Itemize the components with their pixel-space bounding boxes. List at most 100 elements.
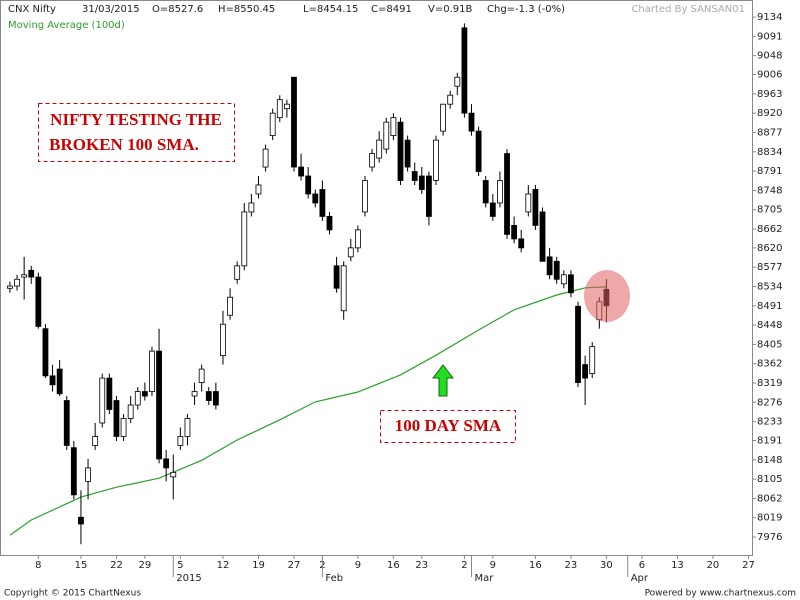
y-tick-label: 8877 bbox=[757, 127, 782, 138]
candle-body bbox=[227, 296, 233, 316]
candle-body bbox=[42, 328, 49, 377]
candle-body bbox=[92, 436, 99, 446]
candle-body bbox=[433, 139, 439, 181]
candle-body bbox=[7, 285, 13, 289]
candle-body bbox=[340, 265, 347, 312]
candle-body bbox=[28, 269, 35, 278]
candle-body bbox=[539, 211, 546, 262]
candle-body bbox=[170, 471, 177, 478]
y-tick-label: 8577 bbox=[757, 262, 782, 273]
annotation: BROKEN 100 SMA. bbox=[49, 135, 199, 154]
copyright: Copyright © 2015 ChartNexus bbox=[4, 589, 141, 599]
y-tick-label: 8405 bbox=[757, 339, 782, 350]
candle-body bbox=[418, 175, 425, 190]
candle-body bbox=[560, 274, 567, 285]
powered-by: Powered by www.chartnexus.com bbox=[645, 589, 796, 599]
candle-body bbox=[241, 211, 248, 267]
x-tick-label: 9 bbox=[490, 560, 496, 571]
candle-body bbox=[63, 400, 70, 446]
annotation: 100 DAY SMA bbox=[395, 416, 502, 435]
candle-body bbox=[369, 153, 375, 168]
candle-body bbox=[184, 418, 191, 437]
candle-body bbox=[390, 117, 397, 137]
candle-body bbox=[177, 436, 184, 446]
y-tick-label: 8362 bbox=[757, 359, 782, 370]
date: 31/03/2015 bbox=[82, 4, 140, 15]
candle-body bbox=[14, 278, 20, 287]
y-tick-label: 8319 bbox=[757, 378, 782, 389]
candle-body bbox=[134, 391, 141, 406]
candle-body bbox=[575, 305, 581, 383]
candle-body bbox=[298, 166, 304, 177]
candle-body bbox=[411, 171, 418, 181]
candle-body bbox=[447, 94, 454, 105]
volume-label: V=0.91B bbox=[428, 4, 472, 15]
candle-body bbox=[56, 368, 63, 395]
candle-body bbox=[362, 180, 368, 213]
x-tick-label: 13 bbox=[671, 560, 684, 571]
x-tick-label: 20 bbox=[707, 560, 720, 571]
moving-average-line bbox=[9, 286, 607, 536]
y-tick-label: 8662 bbox=[757, 224, 782, 235]
candle-body bbox=[546, 256, 553, 276]
candle-body bbox=[113, 400, 120, 437]
candle-body bbox=[582, 364, 589, 379]
candle-body bbox=[475, 130, 482, 172]
candle-body bbox=[106, 377, 113, 410]
candle-body bbox=[426, 175, 432, 217]
highlight-circle bbox=[584, 270, 630, 322]
high-label: H=8550.45 bbox=[218, 4, 275, 15]
candle-body bbox=[489, 202, 496, 217]
candle-body bbox=[49, 375, 56, 386]
y-tick-label: 8062 bbox=[757, 493, 782, 504]
candle-body bbox=[589, 346, 596, 374]
annotation-box bbox=[380, 410, 516, 443]
candle-body bbox=[482, 180, 489, 204]
open-label: O=8527.6 bbox=[152, 4, 203, 15]
arrow bbox=[431, 364, 455, 397]
candle-body bbox=[504, 153, 510, 235]
x-tick-label: 22 bbox=[110, 560, 123, 571]
x-tick-label: 19 bbox=[252, 560, 265, 571]
x-tick-label: 12 bbox=[217, 560, 230, 571]
x-tick-label: 29 bbox=[138, 560, 151, 571]
candle-body bbox=[326, 216, 333, 231]
candle-body bbox=[291, 76, 297, 168]
candle-body bbox=[156, 350, 162, 460]
candle-body bbox=[440, 103, 447, 132]
y-tick-label: 8019 bbox=[757, 513, 782, 524]
x-tick-label: 2 bbox=[461, 560, 467, 571]
x-tick-label: 9 bbox=[355, 560, 361, 571]
candle-body bbox=[347, 247, 354, 258]
candle-body bbox=[553, 260, 560, 280]
y-tick-label: 8791 bbox=[757, 166, 782, 177]
y-tick-label: 8148 bbox=[757, 455, 782, 466]
candle-body bbox=[497, 180, 503, 204]
candle-body bbox=[454, 76, 461, 87]
x-tick-label: 27 bbox=[288, 560, 301, 571]
candle-body bbox=[70, 447, 77, 496]
y-tick-label: 8920 bbox=[757, 108, 782, 119]
x-tick-label: 23 bbox=[415, 560, 428, 571]
x-tick-label: 16 bbox=[529, 560, 542, 571]
y-tick-label: 7976 bbox=[757, 532, 782, 543]
candle-body bbox=[404, 139, 411, 168]
candle-body bbox=[312, 193, 319, 204]
candle-body bbox=[568, 274, 574, 294]
candle-body bbox=[468, 112, 475, 132]
y-tick-label: 9048 bbox=[757, 51, 782, 62]
month-label: Feb bbox=[325, 573, 343, 584]
y-tick-label: 8534 bbox=[757, 281, 782, 292]
candle-body bbox=[120, 418, 127, 437]
y-tick-label: 8748 bbox=[757, 185, 782, 196]
candle-body bbox=[205, 391, 212, 401]
y-tick-label: 8448 bbox=[757, 320, 782, 331]
x-tick-label: 8 bbox=[35, 560, 41, 571]
y-tick-label: 8834 bbox=[757, 147, 782, 158]
credit: Charted By SANSAN01 bbox=[631, 4, 745, 15]
candle-body bbox=[305, 175, 312, 195]
x-tick-label: 16 bbox=[387, 560, 400, 571]
candle-body bbox=[255, 184, 262, 195]
x-tick-label: 27 bbox=[742, 560, 755, 571]
